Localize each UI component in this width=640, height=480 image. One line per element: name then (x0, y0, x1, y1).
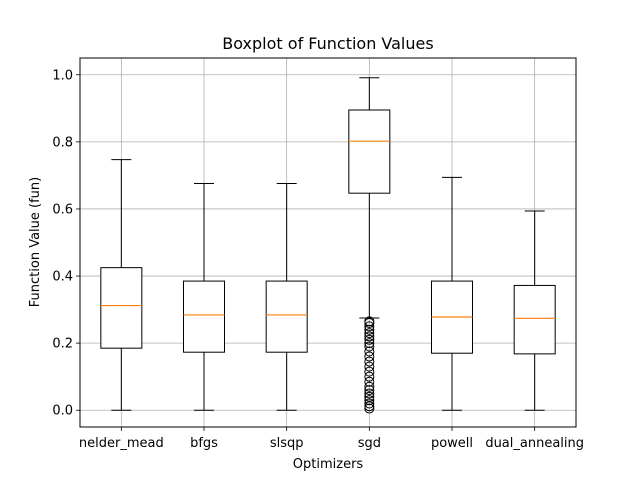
outlier-point (364, 341, 375, 352)
outlier-point (364, 366, 375, 377)
outlier-point (364, 316, 375, 327)
box-nelder_mead (100, 159, 143, 411)
box-bfgs (183, 182, 225, 411)
boxes-group (100, 77, 556, 414)
outlier-point (364, 346, 375, 357)
box-sgd (348, 77, 391, 414)
outlier-point (364, 361, 375, 372)
y-tick-label: 0.8 (52, 135, 73, 150)
outlier-point (364, 395, 375, 406)
x-tick-label: nelder_mead (79, 436, 164, 451)
x-tick-label: dual_annealing (485, 436, 584, 451)
iqr-box (265, 280, 308, 353)
outlier-point (364, 328, 375, 339)
outlier-point (364, 334, 375, 345)
x-tick-label: bfgs (190, 436, 218, 451)
iqr-box (513, 284, 556, 355)
plot-frame (79, 57, 577, 428)
outlier-point (364, 398, 375, 409)
outlier-point (364, 371, 375, 382)
y-axis-ticks: 0.0 0.2 0.4 0.6 0.8 1.0 (52, 68, 80, 419)
x-tick-label: slsqp (270, 436, 304, 451)
outlier-point (364, 356, 375, 367)
y-tick-label: 0.6 (52, 202, 73, 217)
outlier-point (364, 324, 375, 335)
x-tick-label: sgd (358, 436, 381, 451)
outlier-point (364, 338, 375, 349)
box-slsqp (265, 182, 308, 411)
iqr-box (348, 109, 391, 194)
y-tick-label: 1.0 (52, 68, 73, 83)
box-powell (431, 176, 473, 411)
box-dual_annealing (513, 210, 556, 411)
outlier-point (364, 351, 375, 362)
y-tick-label: 0.4 (52, 270, 73, 285)
outlier-point (364, 331, 375, 342)
x-axis-label: Optimizers (293, 457, 364, 472)
outlier-point (364, 381, 375, 392)
y-tick-label: 0.2 (52, 337, 73, 352)
x-tick-label: powell (431, 436, 473, 451)
outlier-point (364, 376, 375, 387)
grid-lines (80, 58, 576, 427)
chart-title: Boxplot of Function Values (222, 34, 433, 53)
y-tick-label: 0.0 (52, 404, 73, 419)
outlier-point (364, 403, 375, 414)
outlier-point (364, 388, 375, 399)
iqr-box (100, 267, 143, 349)
x-axis-ticks: nelder_mead bfgs slsqp sgd powell dual_anneal… (79, 427, 584, 451)
outlier-point (364, 391, 375, 402)
y-axis-label: Function Value (fun) (28, 177, 43, 307)
iqr-box (183, 280, 225, 353)
outlier-point (364, 385, 375, 396)
outlier-point (364, 321, 375, 332)
